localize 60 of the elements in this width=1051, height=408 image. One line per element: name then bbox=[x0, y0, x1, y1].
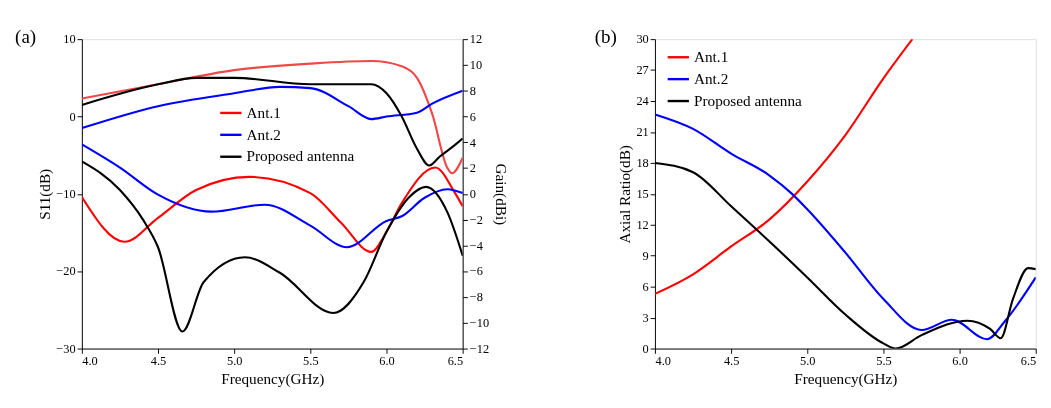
x-tick-label: 4.0 bbox=[655, 354, 671, 369]
y2-tick-label: −6 bbox=[469, 264, 483, 279]
y2-tick-label: −2 bbox=[469, 212, 483, 227]
y2-tick-label: 0 bbox=[469, 187, 476, 202]
y-tick-label: 24 bbox=[636, 94, 649, 109]
line-series bbox=[81, 60, 463, 175]
y-tick-label: 0 bbox=[642, 341, 649, 356]
x-tick-label: 6.0 bbox=[952, 354, 968, 369]
line-series bbox=[81, 166, 463, 253]
y-tick-label: 9 bbox=[642, 249, 649, 264]
y-tick-label: 0 bbox=[69, 109, 76, 124]
y2-tick-label: 8 bbox=[469, 84, 476, 99]
line-series bbox=[654, 39, 914, 295]
y2-tick-label: 4 bbox=[469, 135, 476, 150]
y-tick-label: 27 bbox=[636, 63, 649, 78]
x-tick-label: 4.0 bbox=[82, 354, 98, 369]
y-axis-title: S11(dB) bbox=[35, 168, 54, 220]
y-tick-label: 15 bbox=[636, 187, 649, 202]
x-axis-title: Frequency(GHz) bbox=[221, 370, 325, 389]
text: (a) bbox=[15, 25, 37, 48]
y-tick-label: 18 bbox=[636, 156, 649, 171]
y2-tick-label: −10 bbox=[469, 316, 490, 331]
x-tick-label: 6.5 bbox=[447, 354, 464, 369]
x-tick-label: 5.5 bbox=[876, 354, 892, 369]
y2-axis-title: Gain(dBi) bbox=[491, 163, 510, 226]
line-series bbox=[654, 113, 1036, 341]
x-tick-label: 4.5 bbox=[723, 354, 740, 369]
legend-label: Ant.1 bbox=[694, 48, 729, 66]
x-axis-title: Frequency(GHz) bbox=[794, 370, 898, 389]
legend-label: Ant.2 bbox=[246, 125, 281, 143]
y-tick-label: 30 bbox=[636, 32, 649, 47]
line-series bbox=[81, 85, 463, 130]
y-tick-label: 6 bbox=[642, 279, 649, 294]
y-tick-label: 12 bbox=[636, 218, 649, 233]
x-tick-label: 5.5 bbox=[303, 354, 319, 369]
y-tick-label: 3 bbox=[642, 310, 649, 325]
legend-label: Proposed antenna bbox=[694, 91, 803, 109]
y2-tick-label: −8 bbox=[469, 290, 483, 305]
y-tick-label: −10 bbox=[56, 187, 76, 202]
y-tick-label: −20 bbox=[56, 264, 76, 279]
y-tick-label: 21 bbox=[636, 125, 649, 140]
x-tick-label: 6.5 bbox=[1020, 354, 1037, 369]
x-tick-label: 4.5 bbox=[150, 354, 167, 369]
x-tick-label: 6.0 bbox=[379, 354, 395, 369]
line-series bbox=[81, 143, 463, 249]
legend-label: Ant.1 bbox=[246, 103, 281, 121]
y2-tick-label: −12 bbox=[469, 341, 490, 356]
y2-tick-label: 2 bbox=[469, 161, 476, 176]
y-tick-label: 10 bbox=[63, 32, 76, 47]
legend-label: Proposed antenna bbox=[246, 147, 355, 165]
y-tick-label: −30 bbox=[56, 341, 76, 356]
y2-tick-label: 12 bbox=[469, 32, 483, 47]
x-tick-label: 5.0 bbox=[226, 354, 243, 369]
y-axis-title: Axial Ratio(dB) bbox=[615, 145, 634, 244]
text: (b) bbox=[594, 25, 617, 48]
legend-label: Ant.2 bbox=[694, 69, 729, 87]
y2-tick-label: −4 bbox=[469, 238, 483, 253]
x-tick-label: 5.0 bbox=[800, 354, 816, 369]
y2-tick-label: 6 bbox=[469, 109, 476, 124]
y2-tick-label: 10 bbox=[469, 58, 483, 73]
